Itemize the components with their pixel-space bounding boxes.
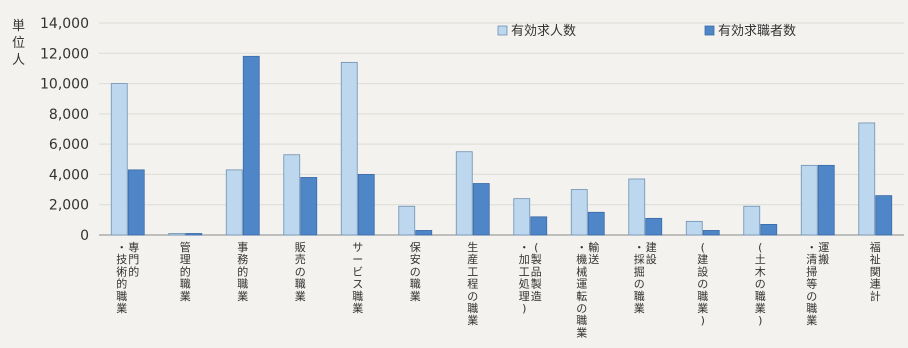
bar-job-openings (168, 233, 186, 236)
bar-job-openings (455, 151, 473, 236)
bar-job-openings (513, 198, 531, 236)
y-tick-label: 8,000 (49, 107, 89, 123)
x-axis-labels: 専門的・技術的職業 管理的職業 事務的職業 販売の職業 サービス職業 保安の職業 生産工程の… (116, 240, 881, 339)
x-tick-label: 生産工程の職業 (467, 240, 478, 327)
x-tick-label: 輸送・機械運転の職業 (576, 240, 599, 339)
bar-job-seekers (242, 55, 260, 236)
bar-job-seekers (185, 233, 203, 236)
x-tick-label: 販売の職業 (295, 241, 306, 303)
y-tick-label: 14,000 (40, 16, 89, 32)
x-tick-label: 管理的職業 (180, 240, 191, 303)
bar-job-openings (340, 61, 358, 236)
bar-job-openings (628, 178, 646, 236)
bar-job-seekers (530, 216, 548, 236)
legend-label: 有効求人数 (511, 24, 576, 39)
bar-job-openings (800, 164, 818, 236)
bar-job-openings (110, 83, 128, 236)
x-tick-label: 建設・採掘の職業 (634, 240, 657, 315)
y-tick-label: 2,000 (49, 198, 89, 214)
legend-label: 有効求職者数 (718, 24, 796, 39)
bar-job-seekers (645, 217, 663, 236)
bar-job-seekers (875, 195, 893, 236)
bar-job-openings (283, 154, 301, 236)
legend-swatch (497, 25, 508, 36)
y-tick-label: 4,000 (49, 167, 89, 183)
bar-job-openings (570, 189, 588, 236)
bar-job-seekers (300, 177, 318, 236)
y-axis: 0 2,000 4,000 6,000 8,000 10,000 12,000 14,000 (40, 16, 904, 244)
y-tick-label: 0 (80, 228, 89, 244)
bar-job-seekers (760, 223, 778, 236)
bar-job-openings (743, 205, 761, 236)
x-tick-label: (製品製造・加工処理) (519, 241, 542, 315)
legend: 有効求人数 有効求職者数 (497, 24, 796, 39)
bar-job-seekers (127, 169, 145, 236)
bar-job-openings (685, 220, 703, 236)
x-tick-label: 専門的・技術的職業 (116, 241, 139, 315)
y-tick-label: 6,000 (49, 137, 89, 153)
x-tick-label: 福祉関連計 (870, 240, 881, 303)
y-tick-label: 12,000 (40, 46, 89, 62)
legend-swatch (704, 25, 715, 36)
y-tick-label: 10,000 (40, 77, 89, 93)
x-tick-label: 事務的職業 (237, 241, 248, 303)
bar-job-seekers (702, 230, 720, 236)
gridlines (99, 22, 904, 206)
x-tick-label: 保安の職業 (410, 240, 421, 303)
bar-job-openings (858, 122, 876, 236)
bars (110, 55, 893, 236)
x-tick-label: (建設の職業) (697, 241, 708, 327)
bar-job-seekers (415, 230, 433, 236)
x-tick-label: 運搬・清掃等の職業 (806, 241, 829, 327)
bar-job-seekers (587, 211, 605, 236)
bar-job-seekers (357, 174, 375, 236)
bar-job-seekers (472, 183, 490, 236)
x-tick-label: サービス職業 (352, 241, 363, 315)
y-axis-label: 単位人 (12, 18, 25, 68)
bar-job-openings (225, 169, 243, 236)
x-tick-label: (土木の職業) (755, 241, 766, 327)
bar-job-seekers (817, 164, 835, 236)
bar-job-openings (398, 205, 416, 236)
